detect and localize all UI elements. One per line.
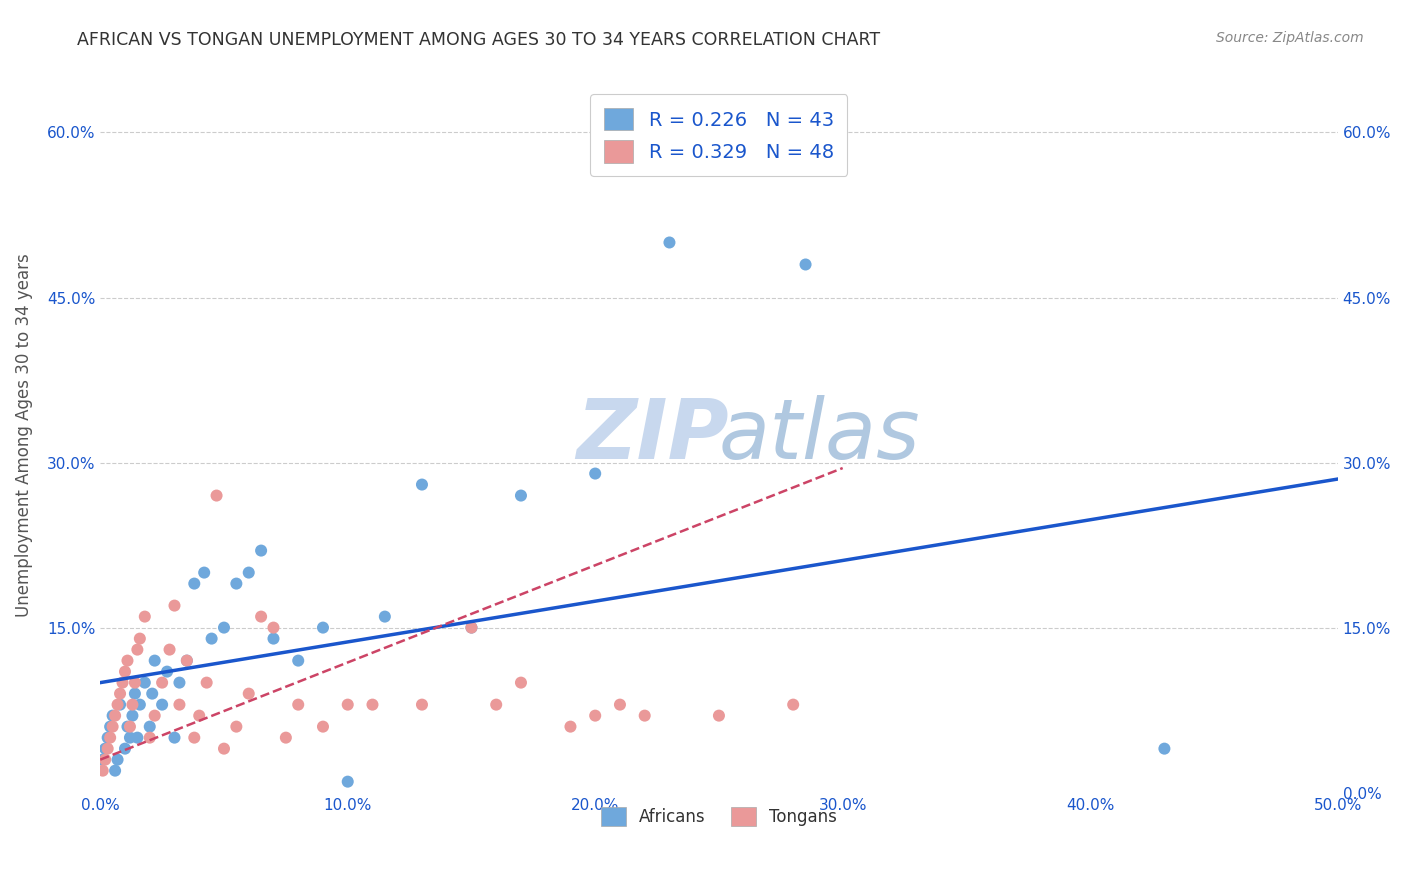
Africans	[156, 665, 179, 679]
Tongans	[634, 708, 657, 723]
Tongans	[361, 698, 384, 712]
Africans	[183, 576, 205, 591]
Africans	[287, 654, 309, 668]
Africans	[212, 621, 235, 635]
Africans	[460, 621, 482, 635]
Tongans	[287, 698, 309, 712]
Africans	[193, 566, 215, 580]
Tongans	[195, 675, 218, 690]
Tongans	[707, 708, 730, 723]
Tongans	[782, 698, 804, 712]
Tongans	[312, 720, 335, 734]
Tongans	[94, 753, 117, 767]
Africans	[134, 675, 156, 690]
Tongans	[176, 654, 198, 668]
Tongans	[510, 675, 533, 690]
Africans	[128, 698, 150, 712]
Tongans	[460, 621, 482, 635]
Tongans	[212, 741, 235, 756]
Text: atlas: atlas	[718, 394, 921, 475]
Africans	[163, 731, 186, 745]
Tongans	[188, 708, 211, 723]
Tongans	[485, 698, 508, 712]
Tongans	[127, 642, 149, 657]
Tongans	[114, 665, 136, 679]
Africans	[124, 687, 146, 701]
Tongans	[336, 698, 359, 712]
Tongans	[609, 698, 631, 712]
Tongans	[139, 731, 162, 745]
Africans	[201, 632, 224, 646]
Tongans	[98, 731, 121, 745]
Africans	[117, 720, 139, 734]
Tongans	[250, 609, 273, 624]
Africans	[118, 731, 141, 745]
Tongans	[238, 687, 260, 701]
Legend: Africans, Tongans: Africans, Tongans	[592, 799, 845, 834]
Tongans	[101, 720, 124, 734]
Africans	[143, 654, 166, 668]
Africans	[108, 698, 131, 712]
Africans	[411, 477, 433, 491]
Tongans	[128, 632, 150, 646]
Africans	[107, 753, 129, 767]
Tongans	[104, 708, 127, 723]
Africans	[263, 632, 285, 646]
Tongans	[108, 687, 131, 701]
Africans	[98, 720, 121, 734]
Africans	[127, 731, 149, 745]
Africans	[97, 731, 120, 745]
Tongans	[117, 654, 139, 668]
Tongans	[163, 599, 186, 613]
Tongans	[205, 489, 228, 503]
Tongans	[97, 741, 120, 756]
Africans	[238, 566, 260, 580]
Africans	[374, 609, 396, 624]
Tongans	[583, 708, 606, 723]
Africans	[139, 720, 162, 734]
Africans	[91, 753, 114, 767]
Africans	[94, 741, 117, 756]
Y-axis label: Unemployment Among Ages 30 to 34 years: Unemployment Among Ages 30 to 34 years	[15, 253, 32, 617]
Africans	[1153, 741, 1175, 756]
Tongans	[411, 698, 433, 712]
Tongans	[183, 731, 205, 745]
Tongans	[274, 731, 297, 745]
Tongans	[118, 720, 141, 734]
Africans	[794, 258, 817, 272]
Africans	[312, 621, 335, 635]
Tongans	[263, 621, 285, 635]
Africans	[150, 698, 173, 712]
Africans	[104, 764, 127, 778]
Tongans	[111, 675, 134, 690]
Africans	[225, 576, 247, 591]
Africans	[101, 708, 124, 723]
Africans	[121, 708, 143, 723]
Africans	[114, 741, 136, 756]
Africans	[250, 543, 273, 558]
Tongans	[143, 708, 166, 723]
Text: AFRICAN VS TONGAN UNEMPLOYMENT AMONG AGES 30 TO 34 YEARS CORRELATION CHART: AFRICAN VS TONGAN UNEMPLOYMENT AMONG AGE…	[77, 31, 880, 49]
Africans	[169, 675, 191, 690]
Africans	[336, 774, 359, 789]
Africans	[510, 489, 533, 503]
Tongans	[91, 764, 114, 778]
Tongans	[150, 675, 173, 690]
Tongans	[560, 720, 582, 734]
Africans	[141, 687, 163, 701]
Africans	[176, 654, 198, 668]
Tongans	[107, 698, 129, 712]
Tongans	[169, 698, 191, 712]
Tongans	[134, 609, 156, 624]
Tongans	[159, 642, 181, 657]
Tongans	[225, 720, 247, 734]
Africans	[583, 467, 606, 481]
Africans	[658, 235, 681, 250]
Tongans	[124, 675, 146, 690]
Text: ZIP: ZIP	[576, 394, 730, 475]
Tongans	[121, 698, 143, 712]
Text: Source: ZipAtlas.com: Source: ZipAtlas.com	[1216, 31, 1364, 45]
